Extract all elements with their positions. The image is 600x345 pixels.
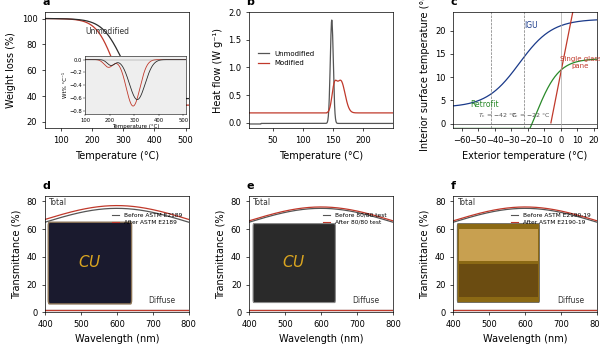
Y-axis label: Transmittance (%): Transmittance (%) <box>419 209 430 299</box>
Bar <box>458 229 538 261</box>
Text: Modified: Modified <box>136 70 169 79</box>
Text: Total: Total <box>253 198 272 207</box>
Y-axis label: Weight loss (%): Weight loss (%) <box>6 32 16 108</box>
FancyBboxPatch shape <box>48 222 131 304</box>
Bar <box>458 264 538 297</box>
Text: d: d <box>42 181 50 191</box>
Y-axis label: Interior surface temperature (°C): Interior surface temperature (°C) <box>419 0 430 151</box>
Bar <box>49 225 131 301</box>
Text: Diffuse: Diffuse <box>149 296 176 305</box>
Text: b: b <box>246 0 254 8</box>
X-axis label: Wavelength (nm): Wavelength (nm) <box>483 334 568 344</box>
X-axis label: Wavelength (nm): Wavelength (nm) <box>279 334 363 344</box>
Legend: Unmodified, Modified: Unmodified, Modified <box>256 48 317 69</box>
Text: IGU: IGU <box>524 21 538 30</box>
FancyBboxPatch shape <box>253 224 335 303</box>
Text: Retrofit: Retrofit <box>470 100 499 109</box>
Text: $\mathbf{\mathit{CU}}$: $\mathbf{\mathit{CU}}$ <box>78 254 101 270</box>
Y-axis label: Transmittance (%): Transmittance (%) <box>11 209 21 299</box>
Text: Diffuse: Diffuse <box>557 296 584 305</box>
Legend: Before ASTM E2190-19, After ASTM E2190-19: Before ASTM E2190-19, After ASTM E2190-1… <box>509 210 593 227</box>
Text: f: f <box>451 181 455 191</box>
Text: $T_{\rm c}$ = −42 °C: $T_{\rm c}$ = −42 °C <box>478 111 518 120</box>
Legend: Before 80/80 test, After 80/80 test: Before 80/80 test, After 80/80 test <box>320 210 389 227</box>
FancyBboxPatch shape <box>457 224 539 303</box>
Y-axis label: Heat flow (W g⁻¹): Heat flow (W g⁻¹) <box>213 28 223 113</box>
Y-axis label: Transmittance (%): Transmittance (%) <box>215 209 226 299</box>
Text: Total: Total <box>49 198 67 207</box>
X-axis label: Wavelength (nm): Wavelength (nm) <box>74 334 159 344</box>
X-axis label: Temperature (°C): Temperature (°C) <box>279 151 363 161</box>
Text: $\mathbf{\mathit{CU}}$: $\mathbf{\mathit{CU}}$ <box>282 254 306 270</box>
Text: a: a <box>42 0 50 8</box>
Text: Unmodified: Unmodified <box>86 27 130 36</box>
Text: e: e <box>246 181 254 191</box>
Text: $T_{\rm c}$ = −22 °C: $T_{\rm c}$ = −22 °C <box>511 111 551 120</box>
X-axis label: Temperature (°C): Temperature (°C) <box>75 151 159 161</box>
Text: Total: Total <box>458 198 476 207</box>
Text: c: c <box>451 0 457 8</box>
X-axis label: Exterior temperature (°C): Exterior temperature (°C) <box>463 151 588 161</box>
Legend: Before ASTM E2189, After ASTM E2189: Before ASTM E2189, After ASTM E2189 <box>110 210 184 227</box>
Text: Diffuse: Diffuse <box>353 296 380 305</box>
Text: Single glass
pane: Single glass pane <box>560 56 600 69</box>
